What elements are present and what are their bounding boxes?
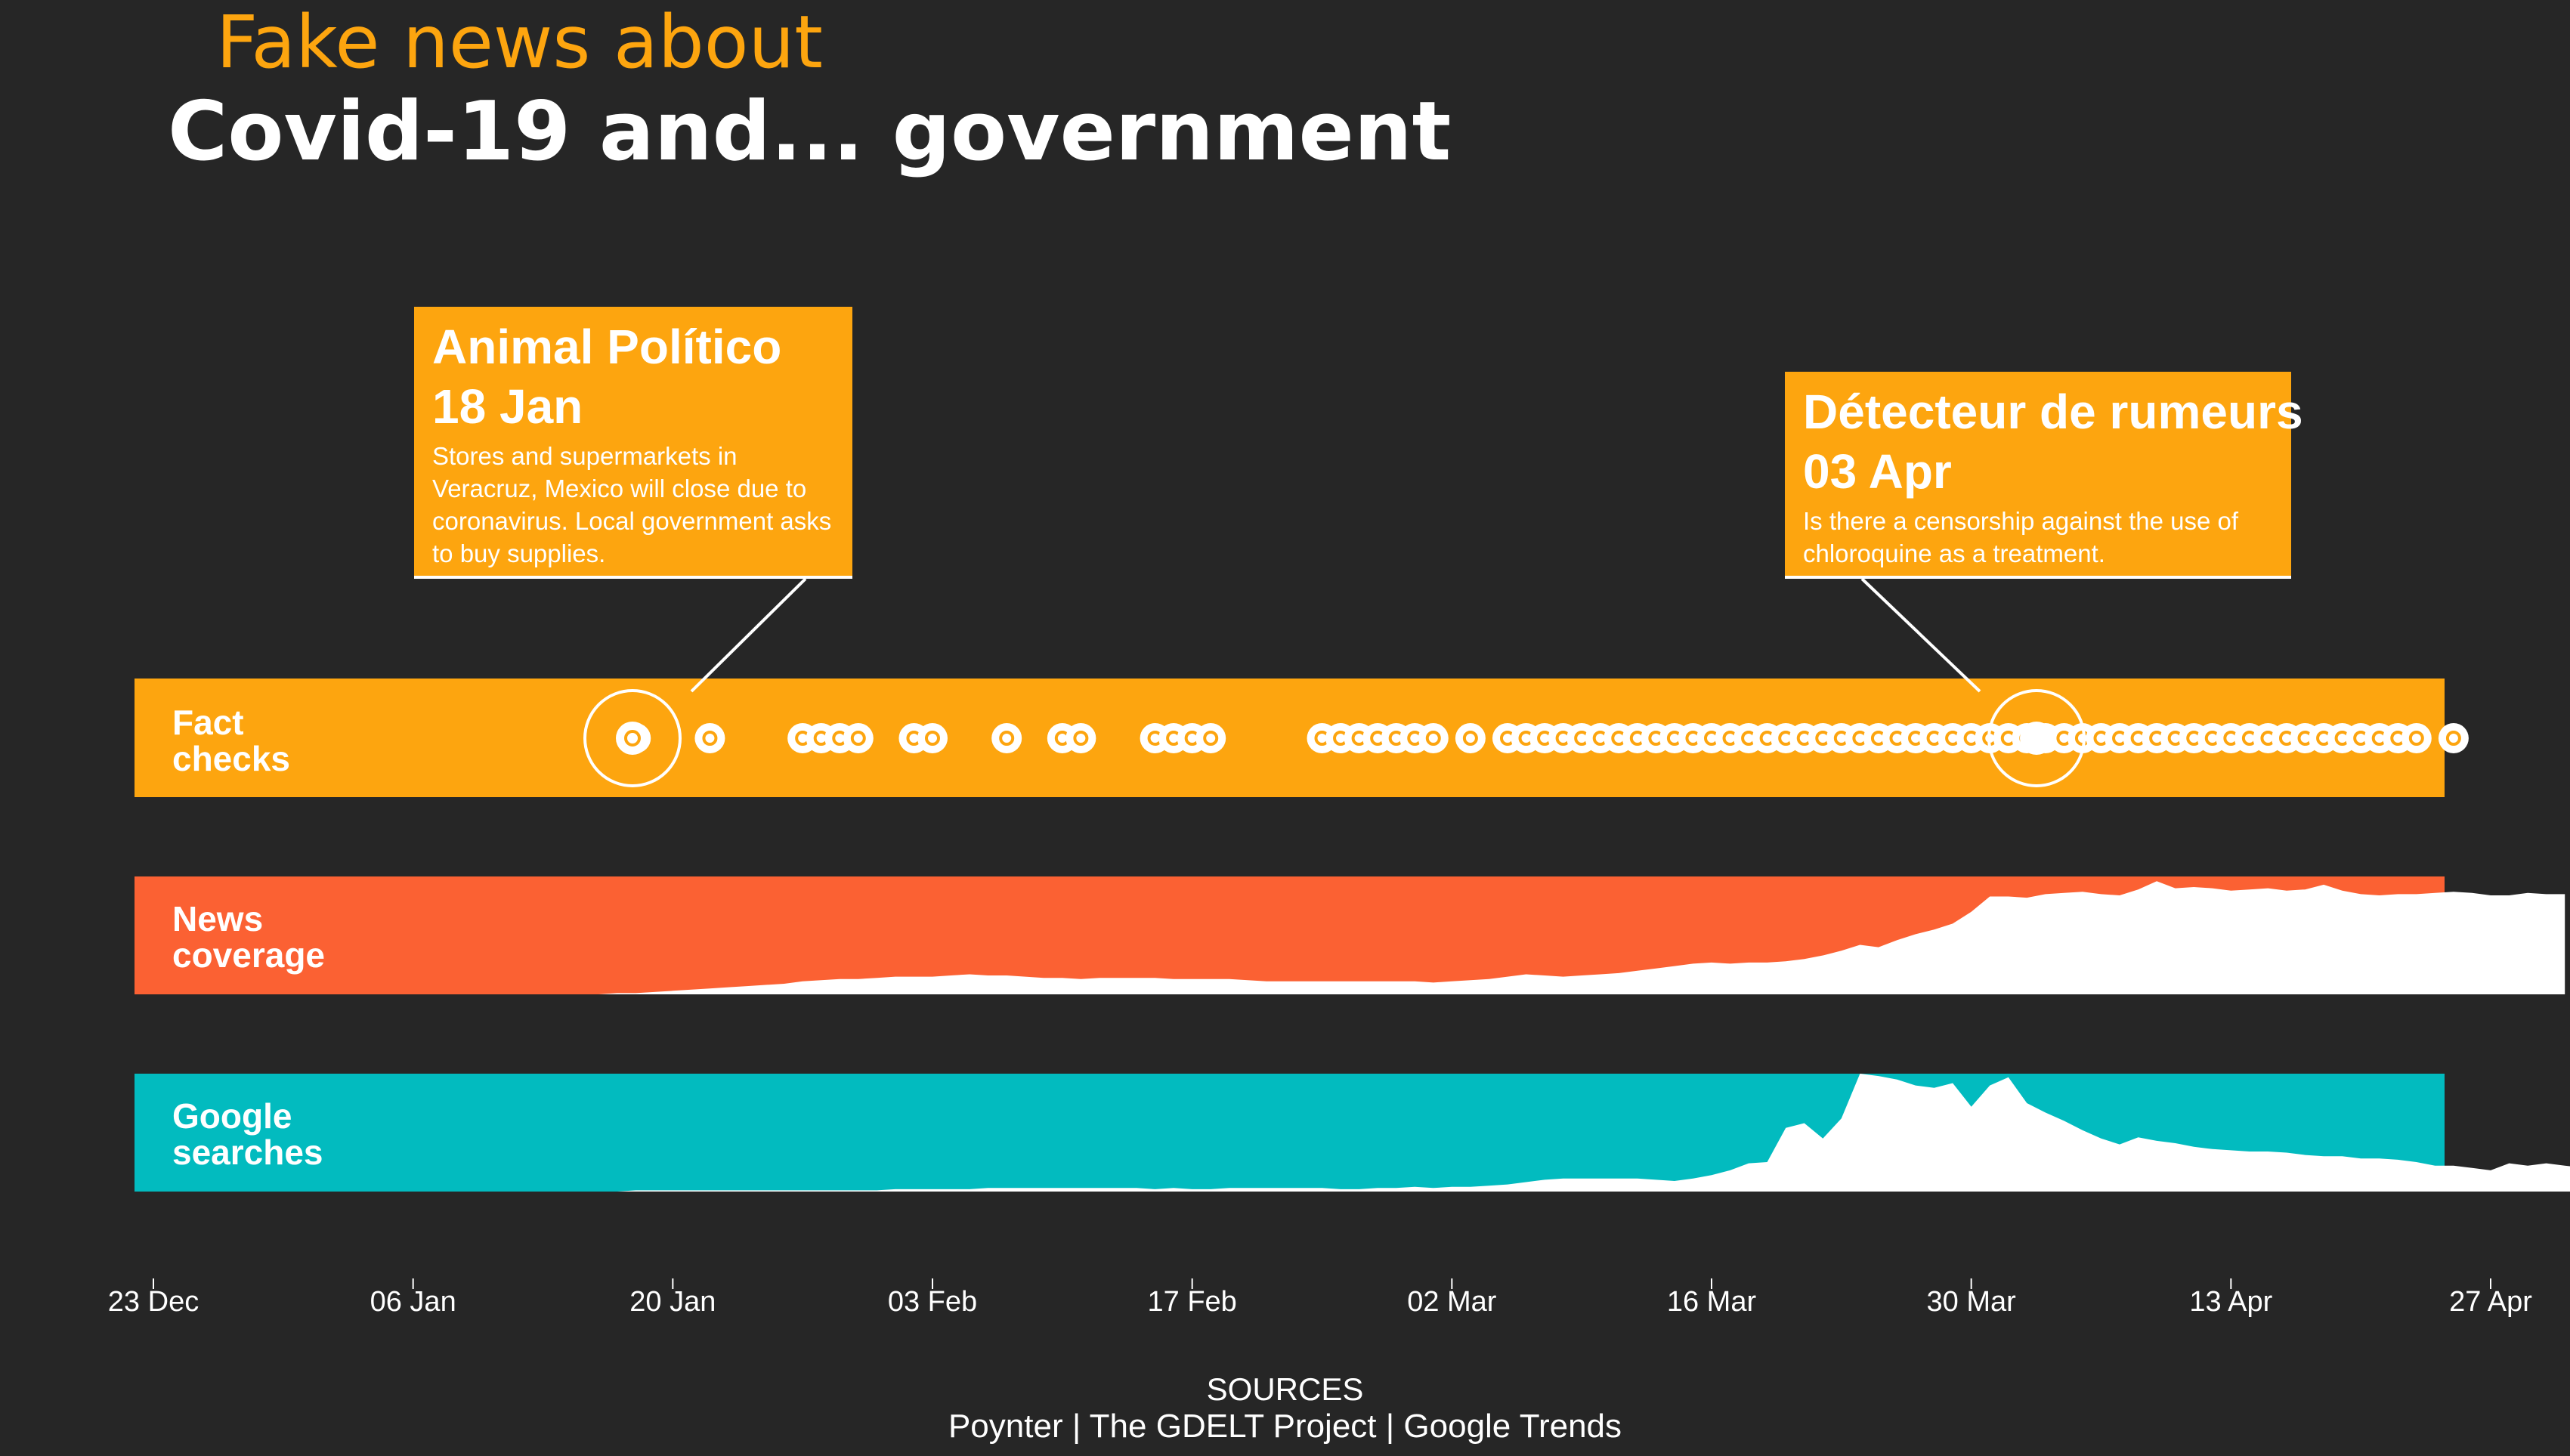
chart-title: Covid-19 and... government: [168, 85, 1452, 179]
highlight-ring-detecteur: [1987, 689, 2086, 787]
fact-check-dot-ring: [1073, 731, 1089, 746]
x-axis-tick-label: 17 Feb: [1147, 1286, 1237, 1318]
fact-check-dot: [917, 723, 948, 753]
fact-check-dot: [694, 723, 725, 753]
fact-check-dot-ring: [1203, 731, 1219, 746]
fact-check-dot: [2438, 723, 2469, 753]
highlight-dot-detecteur: [2020, 722, 2053, 755]
x-axis-tick-label: 03 Feb: [887, 1286, 978, 1318]
x-axis-tick-label: 23 Dec: [107, 1286, 199, 1318]
callout-detecteur-de-rumeurs: Détecteur de rumeurs 03 Apr Is there a c…: [1785, 372, 2303, 579]
fact-check-dot: [991, 723, 1022, 753]
highlight-dot-animal-politico: [616, 722, 649, 755]
news-coverage-area: [153, 881, 2565, 994]
callout-source-name: Animal Político: [432, 320, 782, 374]
fact-check-dot: [1065, 723, 1096, 753]
x-axis-tick-label: 13 Apr: [2189, 1286, 2273, 1318]
x-axis-tick-label: 06 Jan: [370, 1286, 456, 1318]
callout-text: Stores and supermarkets in Veracruz, Mex…: [432, 442, 832, 567]
fact-check-dot-ring: [1425, 731, 1441, 746]
fact-check-dot: [1418, 723, 1449, 753]
callout-source-name: Détecteur de rumeurs: [1803, 385, 2303, 439]
fact-check-dot: [1195, 723, 1226, 753]
sources-title: SOURCES: [1206, 1371, 1364, 1407]
fact-check-dot-ring: [1462, 731, 1478, 746]
fact-check-dot-ring: [925, 731, 940, 746]
callout-text: Is there a censorship against the use of…: [1803, 507, 2239, 567]
google-searches-label: Google searches: [172, 1098, 399, 1170]
fact-check-dot-ring: [999, 731, 1015, 746]
leader-line-animal-politico: [690, 577, 807, 693]
leader-line-detecteur: [1860, 577, 1981, 693]
fact-check-dot: [1455, 723, 1486, 753]
fact-checks-label-line1: Fact: [172, 703, 244, 742]
callout-date: 18 Jan: [432, 379, 583, 434]
callout-animal-politico: Animal Político 18 Jan Stores and superm…: [414, 307, 852, 579]
fact-checks-label-line2: checks: [172, 739, 291, 778]
highlight-ring-animal-politico: [583, 689, 682, 787]
x-axis-tick-label: 30 Mar: [1926, 1286, 2016, 1318]
google-searches-area: [153, 1074, 2570, 1192]
fact-checks-label: Fact checks: [172, 704, 399, 777]
news-coverage-label: News coverage: [172, 901, 399, 973]
fact-check-dot: [843, 723, 874, 753]
chart-subtitle: Fake news about: [216, 0, 823, 85]
fact-check-dot-ring: [2408, 731, 2424, 746]
news-label-line1: News: [172, 899, 264, 938]
x-axis-tick-label: 02 Mar: [1407, 1286, 1497, 1318]
fact-check-dot: [2401, 723, 2432, 753]
news-label-line2: coverage: [172, 935, 326, 975]
callout-date: 03 Apr: [1803, 444, 1952, 499]
fact-check-dot-ring: [2445, 731, 2461, 746]
google-label-line1: Google: [172, 1096, 292, 1136]
x-axis-tick-label: 27 Apr: [2449, 1286, 2532, 1318]
highlight-dot-animal-politico-ring: [624, 730, 641, 747]
fact-check-dot-ring: [850, 731, 866, 746]
x-axis-tick-label: 20 Jan: [629, 1286, 716, 1318]
sources-list: Poynter | The GDELT Project | Google Tre…: [948, 1408, 1622, 1445]
fact-check-dot-ring: [702, 731, 718, 746]
x-axis-tick-label: 16 Mar: [1666, 1286, 1757, 1318]
google-label-line2: searches: [172, 1133, 323, 1172]
